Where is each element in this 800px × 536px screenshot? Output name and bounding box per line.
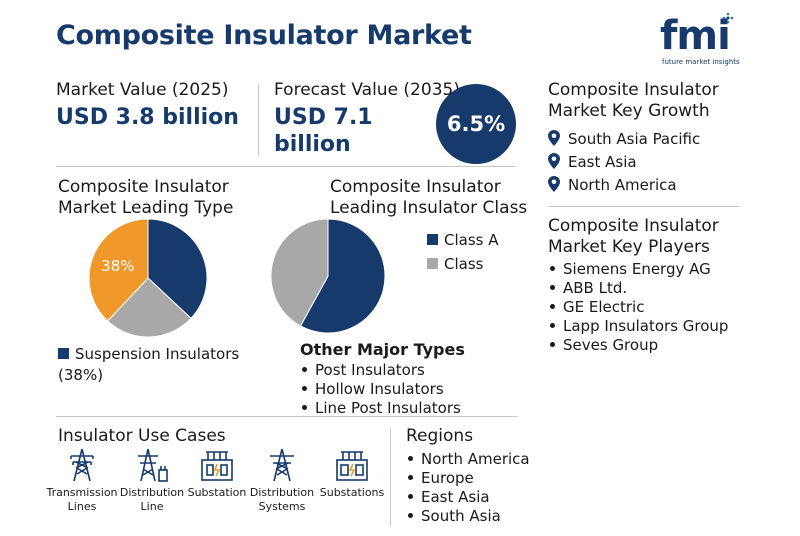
list-item: Line Post Insulators: [302, 399, 461, 418]
legend-swatch: [427, 258, 438, 269]
bullet: [408, 475, 413, 480]
use-case-transmission-lines: Transmission Lines: [44, 448, 120, 514]
transmission-tower-icon: [70, 448, 94, 482]
legend-label: Class: [444, 255, 484, 273]
type-pie-slice-2: [88, 218, 149, 322]
legend-swatch: [58, 348, 69, 359]
list-item: North America: [548, 174, 700, 197]
bullet: [408, 456, 413, 461]
type-pie-slice-0: [147, 218, 208, 320]
distribution-systems-icon: [270, 448, 294, 482]
forecast-value-line2: billion: [274, 132, 351, 157]
location-pin-icon: [548, 176, 560, 192]
legend-label: Suspension Insulators: [75, 345, 240, 363]
leading-class-title: Composite Insulator Leading Insulator Cl…: [330, 177, 527, 219]
bullet: [550, 342, 555, 347]
key-players-title: Composite Insulator Market Key Players: [548, 216, 719, 258]
key-growth-title-line2: Market Key Growth: [548, 101, 710, 121]
bullet: [550, 304, 555, 309]
list-item: ABB Ltd.: [550, 279, 728, 298]
logo-tagline: future market insights: [662, 58, 740, 66]
key-growth-list: South Asia Pacific East Asia North Ameri…: [548, 128, 700, 197]
bullet: [302, 405, 307, 410]
list-item: South Asia Pacific: [548, 128, 700, 151]
bullet: [550, 266, 555, 271]
list-item: East Asia: [548, 151, 700, 174]
leading-type-title: Composite Insulator Market Leading Type: [58, 177, 233, 219]
logo-text: fmi: [660, 13, 731, 59]
type-pie-slice-label: 38%: [101, 257, 134, 275]
leading-class-pie-chart: [270, 218, 386, 334]
leading-class-title-line2: Leading Insulator Class: [330, 198, 528, 218]
legend-label-percent: (38%): [58, 366, 104, 384]
location-pin-icon: [548, 130, 560, 146]
list-item: Europe: [408, 469, 530, 488]
divider: [258, 84, 259, 156]
class-pie-slice-0: [299, 218, 386, 334]
type-pie-slice-1: [106, 277, 192, 338]
key-growth-title-line1: Composite Insulator: [548, 80, 719, 100]
logo-dots-icon: [722, 12, 734, 24]
leading-type-title-line1: Composite Insulator: [58, 177, 229, 197]
class-pie-slice-1: [270, 218, 329, 327]
list-item: GE Electric: [550, 298, 728, 317]
bullet: [302, 386, 307, 391]
list-item: Lapp Insulators Group: [550, 317, 728, 336]
list-item: East Asia: [408, 488, 530, 507]
other-types-title: Other Major Types: [300, 340, 465, 359]
use-cases-title: Insulator Use Cases: [58, 426, 226, 446]
substations-icon: [336, 451, 368, 481]
leading-class-legend: Class A Class: [427, 228, 499, 276]
cagr-badge: 6.5%: [436, 84, 516, 164]
list-item: Siemens Energy AG: [550, 260, 728, 279]
legend-label: Class A: [444, 231, 499, 249]
use-case-substations: Substations: [314, 448, 390, 500]
list-item: North America: [408, 450, 530, 469]
use-case-substation: Substation: [182, 448, 252, 500]
leading-class-title-line1: Composite Insulator: [330, 177, 501, 197]
bullet: [408, 494, 413, 499]
leading-type-pie-chart: 38%: [88, 218, 208, 338]
fmi-logo: fmi future market insights: [660, 12, 750, 70]
use-case-distribution-systems: Distribution Systems: [244, 448, 320, 514]
bullet: [550, 323, 555, 328]
divider: [56, 166, 516, 167]
distribution-tower-icon: [138, 448, 168, 482]
list-item: Hollow Insulators: [302, 380, 461, 399]
bullet: [550, 285, 555, 290]
leading-type-legend: Suspension Insulators (38%): [58, 345, 239, 385]
divider: [390, 428, 391, 526]
substation-icon: [201, 451, 233, 481]
list-item: South Asia: [408, 507, 530, 526]
list-item: Seves Group: [550, 336, 728, 355]
other-types-list: Post Insulators Hollow Insulators Line P…: [302, 361, 461, 418]
key-players-list: Siemens Energy AG ABB Ltd. GE Electric L…: [550, 260, 728, 355]
location-pin-icon: [548, 153, 560, 169]
regions-title: Regions: [406, 426, 474, 446]
forecast-value-line1: USD 7.1: [274, 105, 373, 130]
forecast-value-label: Forecast Value (2035): [274, 80, 460, 100]
key-players-title-line1: Composite Insulator: [548, 216, 719, 236]
use-case-distribution-line: Distribution Line: [114, 448, 190, 514]
divider: [56, 416, 518, 417]
leading-type-title-line2: Market Leading Type: [58, 198, 234, 218]
page-title: Composite Insulator Market: [56, 20, 472, 51]
key-growth-title: Composite Insulator Market Key Growth: [548, 80, 719, 122]
regions-list: North America Europe East Asia South Asi…: [408, 450, 530, 526]
bullet: [408, 513, 413, 518]
market-value: USD 3.8 billion: [56, 105, 239, 130]
list-item: Post Insulators: [302, 361, 461, 380]
market-value-label: Market Value (2025): [56, 80, 229, 100]
bullet: [302, 367, 307, 372]
divider: [548, 206, 740, 207]
key-players-title-line2: Market Key Players: [548, 237, 710, 257]
legend-swatch: [427, 234, 438, 245]
